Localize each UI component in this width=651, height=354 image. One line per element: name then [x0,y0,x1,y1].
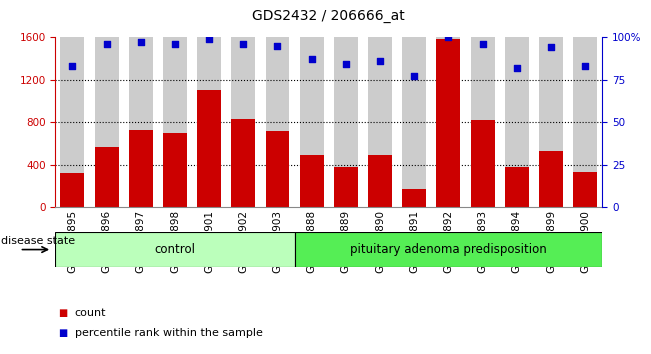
Bar [539,37,563,207]
Bar [334,37,358,207]
Bar [55,232,294,267]
Point [135,39,146,45]
Bar [368,37,392,207]
Bar [231,37,255,207]
Point [340,62,351,67]
Text: GDS2432 / 206666_at: GDS2432 / 206666_at [253,9,405,23]
Point [546,45,556,50]
Bar [266,37,290,207]
Bar [539,151,563,207]
Bar [573,172,597,207]
Bar [294,232,602,267]
Bar [129,37,153,207]
Point [204,36,214,42]
Text: count: count [75,308,106,318]
Bar [197,37,221,207]
Bar [368,155,392,207]
Text: pituitary adenoma predisposition: pituitary adenoma predisposition [350,243,547,256]
Point [375,58,385,64]
Bar [299,37,324,207]
Point [170,41,180,47]
Bar [471,120,495,207]
Text: ■: ■ [59,308,68,318]
Text: ■: ■ [59,328,68,338]
Bar [163,37,187,207]
Point [477,41,488,47]
Point [443,34,454,40]
Point [580,63,590,69]
Bar [94,147,118,207]
Text: percentile rank within the sample: percentile rank within the sample [75,328,263,338]
Bar [197,90,221,207]
Bar [402,37,426,207]
Bar [505,167,529,207]
Bar [163,133,187,207]
Bar [402,189,426,207]
Point [238,41,249,47]
Point [102,41,112,47]
Bar [231,119,255,207]
Point [409,73,419,79]
Bar [436,37,460,207]
Text: control: control [154,243,195,256]
Bar [61,173,85,207]
Point [272,43,283,48]
Bar [471,37,495,207]
Point [67,63,77,69]
Bar [94,37,118,207]
Point [307,56,317,62]
Point [512,65,522,70]
Bar [266,131,290,207]
Bar [299,155,324,207]
Text: disease state: disease state [1,236,76,246]
Bar [573,37,597,207]
Bar [436,39,460,207]
Bar [334,167,358,207]
Bar [129,130,153,207]
Bar [61,37,85,207]
Bar [505,37,529,207]
